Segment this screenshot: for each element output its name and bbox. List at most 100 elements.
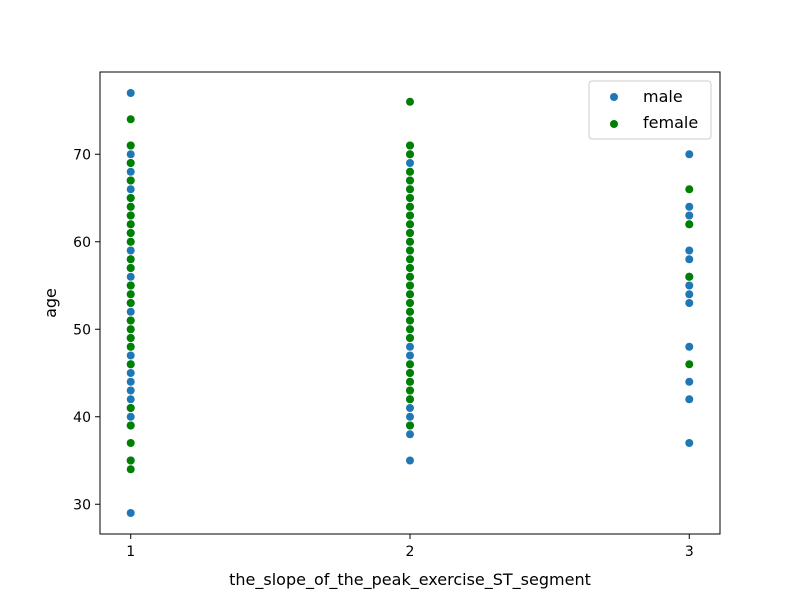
legend-label-female: female bbox=[643, 113, 698, 132]
y-tick-label-60: 60 bbox=[73, 235, 91, 251]
point-female-15 bbox=[126, 316, 135, 325]
point-female-12 bbox=[126, 281, 135, 290]
x-tick-label-3: 3 bbox=[685, 544, 694, 560]
y-tick-label-50: 50 bbox=[73, 322, 91, 338]
point-male-35 bbox=[126, 509, 135, 517]
point-female-43 bbox=[406, 299, 414, 307]
legend-label-male: male bbox=[643, 87, 683, 106]
point-female-28 bbox=[406, 167, 414, 176]
y-tick-label-30: 30 bbox=[73, 497, 91, 513]
point-male-67 bbox=[406, 412, 414, 421]
point-male-29 bbox=[126, 386, 135, 395]
point-female-53 bbox=[406, 421, 414, 430]
point-female-48 bbox=[406, 360, 414, 369]
point-male-30 bbox=[126, 395, 135, 404]
point-female-42 bbox=[406, 290, 414, 299]
point-female-36 bbox=[406, 237, 414, 246]
point-male-28 bbox=[126, 377, 135, 386]
point-male-0 bbox=[126, 89, 135, 97]
point-female-51 bbox=[406, 386, 414, 395]
point-male-6 bbox=[126, 185, 135, 194]
point-female-33 bbox=[406, 211, 414, 220]
legend-marker-male bbox=[610, 93, 618, 101]
x-tick-label-1: 1 bbox=[126, 544, 135, 560]
point-male-82 bbox=[685, 377, 694, 386]
point-male-69 bbox=[406, 430, 414, 439]
point-male-81 bbox=[685, 342, 694, 351]
point-female-38 bbox=[406, 255, 414, 264]
point-female-40 bbox=[406, 272, 414, 281]
point-female-22 bbox=[126, 439, 135, 447]
point-female-6 bbox=[126, 211, 135, 220]
point-male-84 bbox=[685, 439, 694, 447]
legend-box bbox=[588, 80, 712, 140]
point-female-49 bbox=[406, 369, 414, 377]
point-male-32 bbox=[126, 412, 135, 421]
point-female-11 bbox=[126, 264, 135, 272]
point-male-66 bbox=[406, 404, 414, 412]
point-male-83 bbox=[685, 395, 694, 404]
point-male-13 bbox=[126, 246, 135, 255]
point-female-17 bbox=[126, 334, 135, 342]
point-male-75 bbox=[685, 246, 694, 255]
point-male-20 bbox=[126, 307, 135, 316]
point-female-7 bbox=[126, 220, 135, 229]
point-male-70 bbox=[406, 456, 414, 465]
point-female-20 bbox=[126, 404, 135, 412]
point-female-4 bbox=[126, 194, 135, 202]
legend: male female bbox=[588, 80, 712, 140]
point-female-5 bbox=[126, 202, 135, 211]
point-male-73 bbox=[685, 211, 694, 220]
point-male-80 bbox=[685, 299, 694, 307]
point-male-25 bbox=[126, 351, 135, 360]
point-female-46 bbox=[406, 325, 414, 334]
points-layer bbox=[126, 89, 694, 517]
point-female-14 bbox=[126, 299, 135, 307]
point-female-18 bbox=[126, 342, 135, 351]
point-male-27 bbox=[126, 369, 135, 377]
point-female-1 bbox=[126, 141, 135, 150]
point-female-50 bbox=[406, 377, 414, 386]
point-female-56 bbox=[685, 272, 694, 281]
x-axis-label: the_slope_of_the_peak_exercise_ST_segmen… bbox=[229, 570, 591, 590]
point-female-24 bbox=[126, 465, 135, 474]
point-female-30 bbox=[406, 185, 414, 194]
x-tick-label-2: 2 bbox=[406, 544, 415, 560]
y-axis-ticks: 30 40 50 60 70 bbox=[73, 147, 100, 513]
point-female-37 bbox=[406, 246, 414, 255]
point-female-41 bbox=[406, 281, 414, 290]
point-male-72 bbox=[685, 202, 694, 211]
point-female-16 bbox=[126, 325, 135, 334]
point-female-3 bbox=[126, 176, 135, 185]
point-female-45 bbox=[406, 316, 414, 325]
point-male-59 bbox=[406, 342, 414, 351]
point-female-13 bbox=[126, 290, 135, 299]
point-male-71 bbox=[685, 150, 694, 159]
point-female-23 bbox=[126, 456, 135, 465]
y-tick-label-70: 70 bbox=[73, 147, 91, 163]
point-male-79 bbox=[685, 290, 694, 299]
point-female-25 bbox=[406, 97, 414, 106]
point-female-47 bbox=[406, 334, 414, 342]
point-male-60 bbox=[406, 351, 414, 360]
point-male-78 bbox=[685, 281, 694, 290]
point-female-26 bbox=[406, 141, 414, 150]
point-male-38 bbox=[406, 159, 414, 167]
point-female-31 bbox=[406, 194, 414, 202]
point-female-2 bbox=[126, 159, 135, 167]
x-axis-ticks: 1 2 3 bbox=[126, 534, 694, 560]
point-female-35 bbox=[406, 229, 414, 237]
point-female-9 bbox=[126, 237, 135, 246]
legend-marker-female bbox=[610, 120, 618, 128]
y-axis-label: age bbox=[41, 288, 60, 318]
point-female-55 bbox=[685, 220, 694, 229]
point-female-0 bbox=[126, 115, 135, 124]
point-female-57 bbox=[685, 360, 694, 369]
point-female-10 bbox=[126, 255, 135, 264]
point-male-76 bbox=[685, 255, 694, 264]
point-female-34 bbox=[406, 220, 414, 229]
point-male-16 bbox=[126, 272, 135, 281]
point-female-21 bbox=[126, 421, 135, 430]
